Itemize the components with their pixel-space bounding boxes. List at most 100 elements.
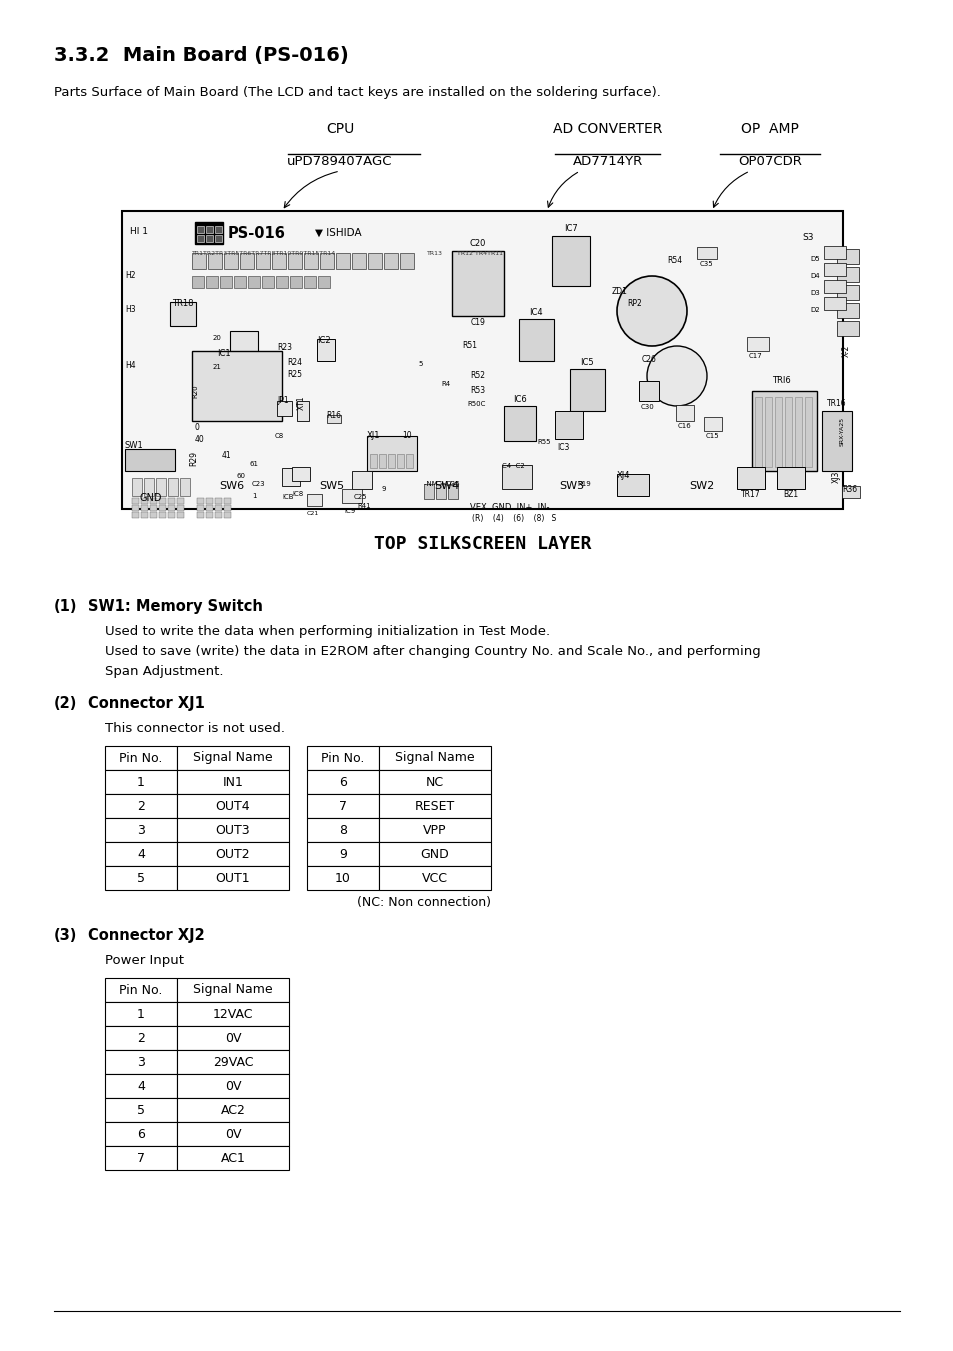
Text: 61: 61 — [250, 461, 258, 467]
Text: 5: 5 — [137, 1104, 145, 1116]
Bar — [159, 505, 166, 511]
Bar — [177, 512, 184, 517]
Text: AC2: AC2 — [220, 1104, 245, 1116]
Text: 2: 2 — [137, 800, 145, 812]
Text: 12VAC: 12VAC — [213, 1008, 253, 1020]
Text: Connector XJ2: Connector XJ2 — [88, 928, 205, 943]
Bar — [206, 226, 213, 232]
Bar — [751, 390, 816, 471]
Bar — [206, 276, 218, 288]
Bar — [194, 222, 223, 245]
Bar — [105, 842, 177, 866]
Bar — [132, 478, 142, 496]
Bar — [177, 817, 289, 842]
Text: SW1: SW1 — [125, 440, 144, 450]
Text: D3: D3 — [809, 290, 819, 296]
Text: 5: 5 — [417, 361, 422, 367]
Text: OP07CDR: OP07CDR — [738, 155, 801, 168]
Bar — [617, 474, 648, 496]
Bar — [196, 226, 204, 232]
Text: XJ3: XJ3 — [831, 471, 841, 484]
Bar — [214, 499, 222, 504]
Bar — [518, 319, 554, 361]
Text: C4  C2: C4 C2 — [501, 463, 524, 469]
Text: IC3: IC3 — [557, 443, 569, 453]
Bar — [233, 276, 246, 288]
Bar — [804, 397, 811, 467]
Bar — [105, 1121, 177, 1146]
Bar — [180, 478, 190, 496]
Bar — [703, 417, 721, 431]
Text: 3: 3 — [137, 824, 145, 836]
Bar — [105, 770, 177, 794]
Bar — [370, 454, 376, 467]
Text: AD CONVERTER: AD CONVERTER — [553, 122, 662, 136]
Bar — [836, 267, 858, 282]
Bar — [378, 866, 491, 890]
Bar — [132, 505, 139, 511]
Bar — [378, 454, 386, 467]
Text: OUT3: OUT3 — [215, 824, 250, 836]
Bar — [754, 397, 761, 467]
Bar — [206, 505, 213, 511]
Bar — [823, 280, 845, 293]
Circle shape — [646, 346, 706, 407]
Bar — [304, 276, 315, 288]
Bar — [399, 253, 414, 269]
Bar — [122, 211, 842, 509]
Text: JP1: JP1 — [276, 396, 289, 405]
Bar — [639, 381, 659, 401]
Text: Pin No.: Pin No. — [119, 984, 163, 997]
Bar — [177, 1002, 289, 1025]
Text: R16: R16 — [326, 411, 341, 420]
Bar — [452, 251, 503, 316]
Text: Power Input: Power Input — [105, 954, 184, 967]
Bar — [272, 253, 286, 269]
Text: IC8: IC8 — [292, 490, 303, 497]
Text: TR18: TR18 — [172, 299, 193, 308]
Text: TOP SILKSCREEN LAYER: TOP SILKSCREEN LAYER — [374, 535, 591, 553]
Text: 1: 1 — [137, 1008, 145, 1020]
Bar — [196, 505, 204, 511]
Bar — [168, 505, 174, 511]
Bar — [159, 512, 166, 517]
Text: ICB: ICB — [282, 494, 294, 500]
Text: 60: 60 — [236, 473, 246, 480]
Text: GND: GND — [140, 493, 162, 503]
Bar — [423, 484, 434, 499]
Text: R25: R25 — [287, 370, 302, 380]
Bar — [150, 512, 157, 517]
Text: C17: C17 — [748, 353, 762, 359]
Text: 6: 6 — [137, 1128, 145, 1140]
Bar — [206, 235, 213, 242]
Bar — [132, 499, 139, 504]
Bar — [276, 401, 292, 416]
Bar — [378, 842, 491, 866]
Text: C8: C8 — [274, 434, 284, 439]
Bar — [224, 253, 237, 269]
Bar — [196, 235, 204, 242]
Text: VCC: VCC — [421, 871, 448, 885]
Text: -NM +C36: -NM +C36 — [423, 481, 459, 486]
Bar — [177, 1098, 289, 1121]
Text: HI 1: HI 1 — [130, 227, 148, 235]
Bar — [378, 817, 491, 842]
Bar — [307, 866, 378, 890]
Bar — [823, 246, 845, 259]
Bar — [214, 512, 222, 517]
Text: TR12 TR4TR11: TR12 TR4TR11 — [456, 251, 502, 255]
Text: 0V: 0V — [225, 1128, 241, 1140]
Text: XT1: XT1 — [296, 396, 306, 411]
Bar — [776, 467, 804, 489]
Text: RP2: RP2 — [626, 299, 641, 308]
Text: OUT4: OUT4 — [215, 800, 250, 812]
Bar — [206, 512, 213, 517]
Bar — [177, 1074, 289, 1098]
Text: (R)    (4)    (6)    (8)   S: (R) (4) (6) (8) S — [472, 513, 556, 523]
Text: R50C: R50C — [467, 401, 485, 407]
Bar — [105, 1050, 177, 1074]
Text: 7: 7 — [338, 800, 347, 812]
Bar — [177, 1025, 289, 1050]
Bar — [823, 263, 845, 276]
Bar — [156, 478, 166, 496]
